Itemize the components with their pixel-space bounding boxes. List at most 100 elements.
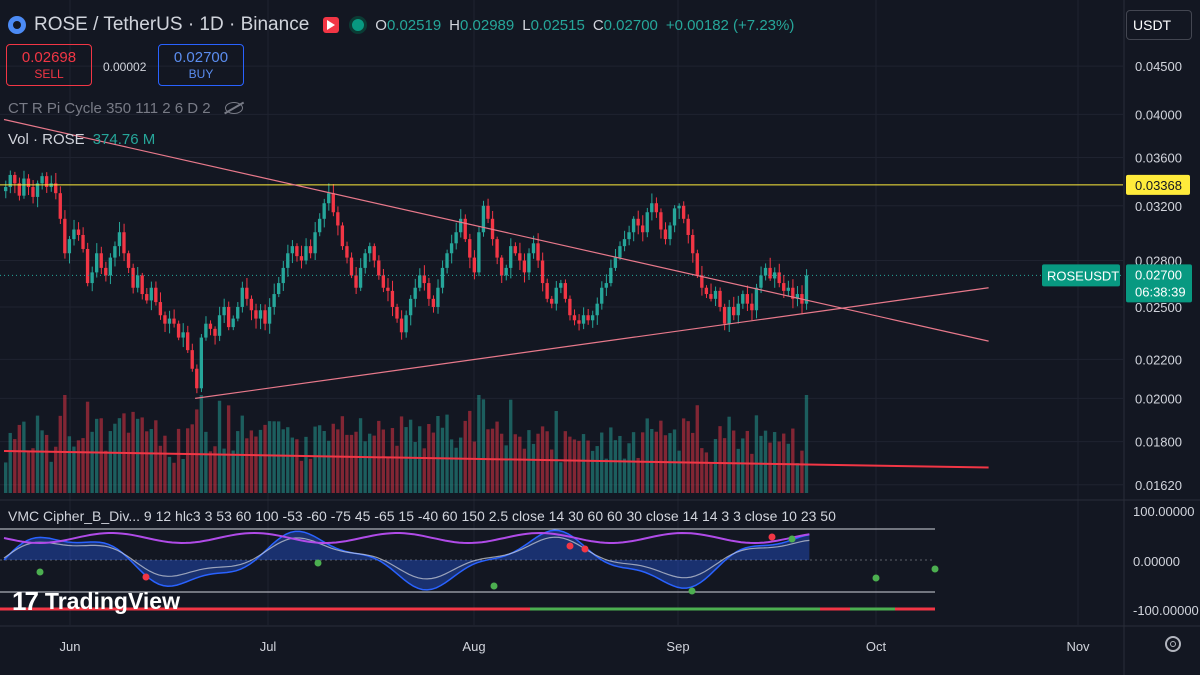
currency-button[interactable]: USDT [1126, 10, 1192, 40]
candle-body [641, 225, 645, 233]
volume-bar [158, 445, 163, 493]
volume-bar [13, 439, 17, 493]
candle-body [299, 256, 304, 261]
volume-bar [732, 430, 736, 493]
cipher-indicator-label[interactable]: VMC Cipher_B_Div... 9 12 hlc3 3 53 60 10… [8, 508, 836, 524]
trendlines [0, 118, 1123, 469]
candle-body [741, 294, 745, 304]
candle-body [322, 203, 326, 219]
volume-bar [331, 423, 335, 493]
volume-bar [267, 421, 272, 493]
volume-bar [217, 400, 222, 493]
volume-bar [299, 460, 304, 493]
candle-body [290, 246, 294, 254]
volume-value: 374.76 M [92, 131, 156, 148]
candle-body [145, 294, 149, 301]
volume-bar [527, 430, 531, 493]
volume-bar [777, 441, 781, 493]
candle-body [449, 243, 454, 254]
candle-body [154, 287, 158, 303]
volume-bar [627, 443, 631, 493]
candle-body [95, 253, 99, 273]
candle-body [418, 275, 422, 288]
sell-button[interactable]: 0.02698 SELL [6, 44, 92, 86]
volume-bar [113, 423, 117, 493]
volume-bar [208, 451, 213, 493]
hidden-eye-icon[interactable] [224, 102, 243, 114]
volume-bar [226, 405, 231, 493]
volume-bar [304, 436, 308, 493]
candle-body [513, 246, 517, 254]
volume-bar [167, 456, 172, 493]
volume-bar [477, 395, 481, 493]
candle-body [368, 246, 372, 254]
level-price-label: 0.03368 [1135, 178, 1182, 193]
volume-bar [645, 418, 649, 493]
buy-button[interactable]: 0.02700 BUY [158, 44, 244, 86]
candle-body [277, 283, 281, 295]
volume-bar [631, 432, 636, 493]
candle-body [313, 232, 317, 254]
volume-bar [272, 421, 276, 493]
price-tick-label: 0.02000 [1135, 391, 1182, 406]
candle-body [236, 306, 240, 319]
candle-body [317, 218, 322, 233]
volume-bar [63, 395, 67, 493]
price-axis[interactable]: 0.045000.040000.036000.032000.028000.025… [1042, 59, 1199, 618]
settings-gear-icon[interactable] [1165, 636, 1181, 652]
candle-body [527, 253, 531, 273]
candle-body [336, 212, 340, 226]
volume-bar [76, 440, 81, 493]
tradingview-mark-icon: 17 [12, 586, 39, 616]
candle-body [609, 267, 613, 284]
pi-cycle-indicator[interactable]: CT R Pi Cycle 350 111 2 6 D 2 [8, 100, 243, 117]
volume-bar [481, 399, 486, 493]
candles [4, 170, 809, 394]
candle-body [795, 294, 800, 299]
volume-bar [595, 446, 599, 493]
candle-body [4, 187, 8, 192]
symbol-title[interactable]: ROSE / TetherUS · 1D · Binance [34, 14, 310, 35]
low-value: 0.02515 [530, 16, 585, 34]
volume-bar [349, 434, 354, 493]
price-tick-label: 0.04500 [1135, 59, 1182, 74]
flag-icon[interactable] [323, 17, 340, 33]
candle-body [408, 298, 413, 316]
signal-dot [490, 582, 498, 590]
tradingview-logo[interactable]: 17 TradingView [12, 586, 180, 617]
volume-bar [154, 420, 158, 493]
candle-body [618, 246, 622, 258]
candle-body [463, 218, 467, 240]
volume-bar [340, 416, 345, 493]
volume-bar [108, 431, 112, 493]
candle-body [213, 328, 217, 336]
candle-body [495, 239, 499, 258]
candle-body [354, 275, 358, 288]
candle-body [754, 287, 759, 311]
candle-body [258, 310, 263, 319]
volume-indicator[interactable]: Vol · ROSE 374.76 M [8, 131, 155, 148]
time-tick-label: Oct [866, 639, 887, 654]
candle-body [126, 253, 131, 268]
candle-body [782, 283, 786, 291]
signal-dot [314, 559, 322, 567]
volume-bar [600, 432, 604, 493]
time-axis[interactable]: Jun Jul Aug Sep Oct Nov [60, 639, 1091, 654]
candle-body [163, 315, 167, 324]
candle-body [72, 229, 76, 240]
candle-body [104, 267, 108, 276]
candle-body [468, 239, 472, 258]
volume-bar [90, 431, 94, 493]
volume-bar [686, 421, 690, 493]
volume-bar [258, 429, 263, 493]
volume-bar [399, 416, 404, 493]
candle-body [26, 178, 31, 188]
volume-bar [195, 409, 199, 493]
volume-bars [4, 395, 809, 493]
volume-bar [499, 433, 504, 493]
candle-body [586, 315, 590, 321]
candle-body [327, 193, 331, 204]
candle-body [404, 315, 408, 333]
close-key: C [592, 16, 604, 34]
